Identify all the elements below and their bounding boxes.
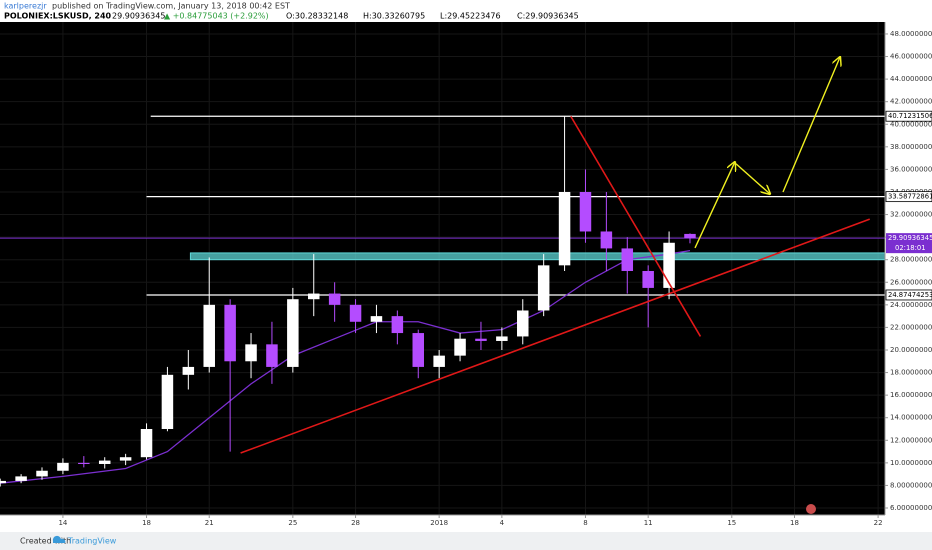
x-tick-label: 14 xyxy=(58,519,67,527)
y-tick-label: 16.00000000 xyxy=(890,391,932,399)
y-tick-label: 26.00000000 xyxy=(890,278,932,286)
countdown: 02:18:01 xyxy=(895,244,926,252)
y-tick-label: 18.00000000 xyxy=(890,369,932,377)
published: published on TradingView.com, January 13… xyxy=(52,2,290,11)
ohlc: C:29.90936345 xyxy=(517,12,579,21)
candle-body xyxy=(579,191,592,232)
plot-bg xyxy=(0,22,885,515)
symbol: POLONIEX:LSKUSD, 240 xyxy=(4,12,112,21)
candle-body xyxy=(307,293,320,300)
footer-brand: TradingView xyxy=(67,537,117,546)
candle-body xyxy=(537,265,550,311)
price-label-bg xyxy=(885,289,932,301)
candle-body xyxy=(203,304,215,367)
y-tick-label: 32.00000000 xyxy=(890,211,932,219)
x-tick-label: 25 xyxy=(288,519,297,527)
x-tick-label: 4 xyxy=(500,519,505,527)
y-tick-label: 48.00000000 xyxy=(890,30,932,38)
y-tick-label: 44.00000000 xyxy=(890,75,932,83)
candle-body xyxy=(57,462,69,471)
y-tick-label: 8.00000000 xyxy=(890,481,932,489)
candle-body xyxy=(245,344,257,362)
candle-body xyxy=(621,248,634,271)
plot xyxy=(0,22,886,515)
candle-body xyxy=(684,233,696,239)
x-tick-label: 18 xyxy=(790,519,799,527)
y-tick-label: 10.00000000 xyxy=(890,459,932,467)
current-price-bg xyxy=(886,233,932,254)
candle-body xyxy=(0,480,6,484)
footer-bg xyxy=(0,532,932,550)
author: karlperezjr xyxy=(4,2,47,11)
x-tick-label: 15 xyxy=(727,519,736,527)
y-tick-label: 38.00000000 xyxy=(890,143,932,151)
x-tick-label: 28 xyxy=(351,519,360,527)
y-tick-label: 14.00000000 xyxy=(890,414,932,422)
candle-body xyxy=(412,333,425,367)
y-tick-label: 12.00000000 xyxy=(890,436,932,444)
arrow xyxy=(694,162,735,249)
candle-body xyxy=(36,470,48,477)
y-tick-label: 42.00000000 xyxy=(890,98,932,106)
price-label-bg xyxy=(885,191,932,203)
logo xyxy=(52,535,66,543)
x-tick-label: 21 xyxy=(205,519,214,527)
y-tick-label: 36.00000000 xyxy=(890,165,932,173)
y-tick-label: 20.00000000 xyxy=(890,346,932,354)
candle-body xyxy=(328,293,341,305)
x-tick-label: 18 xyxy=(142,519,151,527)
candle-body xyxy=(15,476,27,481)
price-label-bg xyxy=(885,110,932,122)
candle-body xyxy=(370,316,383,322)
ohlc: H:30.33260795 xyxy=(363,12,425,21)
x-tick-label: 2018 xyxy=(430,519,448,527)
candle-body xyxy=(224,304,236,362)
candle-body xyxy=(287,299,299,367)
trendline xyxy=(240,218,871,454)
last-price: 29.90936345 xyxy=(112,12,165,21)
candle-body xyxy=(98,460,111,464)
x-tick-label: 22 xyxy=(874,519,883,527)
candle-body xyxy=(454,338,466,356)
trendline xyxy=(570,115,702,337)
candle-body xyxy=(78,462,90,464)
candle-body xyxy=(119,457,132,461)
candle-body xyxy=(642,270,654,288)
y-tick-label: 28.00000000 xyxy=(890,256,932,264)
candle-body xyxy=(349,304,362,322)
candle-body xyxy=(140,428,153,458)
ohlc: L:29.45223476 xyxy=(440,12,501,21)
icon xyxy=(806,504,816,514)
y-tick-label: 22.00000000 xyxy=(890,323,932,331)
arrow xyxy=(782,57,840,193)
candle-body xyxy=(517,310,529,337)
candle-body xyxy=(266,344,278,367)
price-label: 40.71231506 xyxy=(888,112,932,120)
candle-body xyxy=(663,242,675,288)
y-tick-label: 40.00000000 xyxy=(890,120,932,128)
change: ▲ +0.84775043 (+2.92%) xyxy=(164,12,269,21)
price-label: 24.87474253 xyxy=(888,291,932,299)
footer-text: Created with xyxy=(20,537,71,546)
candle-body xyxy=(496,336,508,341)
candle-body xyxy=(475,338,487,341)
candle-body xyxy=(182,366,195,375)
y-tick-label: 6.00000000 xyxy=(890,504,932,512)
current-price: 29.90936345 xyxy=(888,234,932,242)
candle-body xyxy=(161,374,174,429)
ohlc: O:30.28332148 xyxy=(286,12,348,21)
candle-body xyxy=(600,231,613,249)
price-label: 33.58772861 xyxy=(888,193,932,201)
candle-body xyxy=(391,316,404,334)
y-tick-label: 46.00000000 xyxy=(890,53,932,61)
candle-body xyxy=(558,191,571,266)
x-tick-label: 8 xyxy=(583,519,587,527)
arrow xyxy=(735,163,770,194)
x-tick-label: 11 xyxy=(644,519,653,527)
candle-body xyxy=(433,355,445,367)
zone xyxy=(189,252,886,261)
y-tick-label: 24.00000000 xyxy=(890,301,932,309)
